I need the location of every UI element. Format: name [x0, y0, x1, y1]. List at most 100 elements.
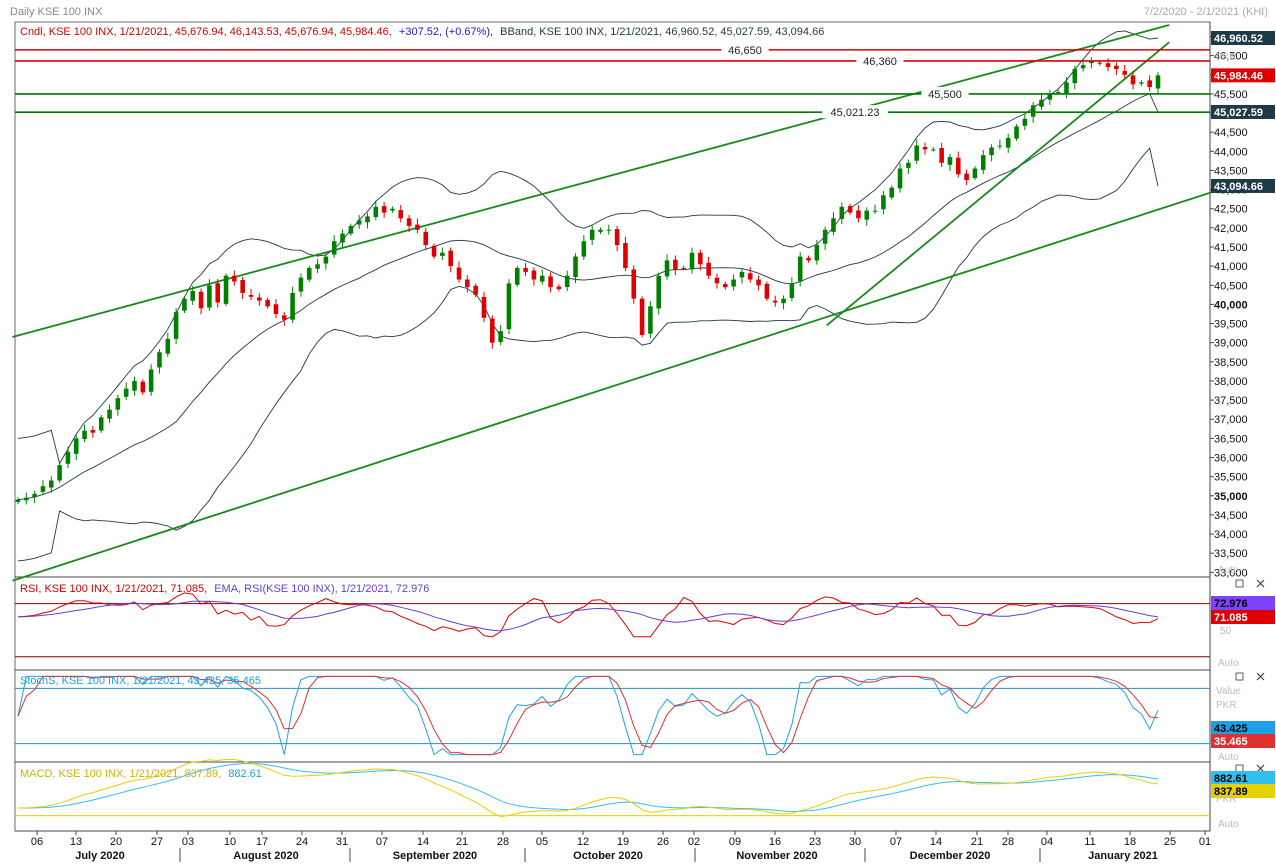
candle-body — [398, 210, 404, 219]
candle-body — [747, 273, 753, 280]
price-tag-label: 43,094.66 — [1214, 181, 1263, 193]
bband-info: BBand, KSE 100 INX, 1/21/2021, 46,960.52… — [500, 26, 824, 38]
horizontal-levels[interactable]: 46,650 46,360 45,500 45,021.23 — [15, 42, 1210, 119]
macd-tag-label: 837.89 — [1214, 786, 1248, 798]
stoch-tag-label: 43.425 — [1214, 723, 1248, 735]
candle-body — [107, 409, 112, 419]
candle-body — [1039, 99, 1044, 107]
candle-body — [448, 250, 453, 267]
rsi-tag-bg — [1211, 610, 1275, 624]
price-tick-label: 41,500 — [1214, 242, 1248, 254]
candle-body — [265, 299, 270, 307]
stoch-k-line — [17, 675, 1159, 756]
candle-body — [689, 252, 695, 270]
candle-body — [473, 285, 478, 295]
price-tick-label: 46,500 — [1214, 51, 1248, 63]
candle-info: Cndl, KSE 100 INX, 1/21/2021, 45,676.94,… — [20, 26, 392, 38]
macd-signal-line — [18, 762, 1159, 813]
macd-auto-button[interactable]: Auto — [1218, 819, 1239, 830]
price-auto-button[interactable]: Auto — [1218, 565, 1239, 576]
candle-body — [157, 352, 162, 368]
candle-body — [631, 269, 637, 299]
panel-close-icon — [1256, 764, 1265, 773]
legend-line: Cndl, KSE 100 INX, 1/21/2021, 45,676.94,… — [20, 26, 824, 38]
rsi-tag-bg — [1211, 596, 1275, 610]
bollinger-bands — [17, 30, 1159, 562]
day-tick-label: 09 — [729, 836, 741, 848]
candle-body — [281, 315, 287, 320]
candle-body — [839, 206, 845, 219]
price-tick-label: 40,000 — [1214, 299, 1248, 311]
candle-body — [814, 245, 820, 261]
bband-middle — [17, 93, 1159, 501]
price-tick-label: 38,000 — [1214, 376, 1248, 388]
day-tick-label: 16 — [769, 836, 781, 848]
stoch-d-line — [17, 675, 1159, 756]
day-tick-label: 28 — [1002, 836, 1014, 848]
macd-legend: MACD, KSE 100 INX, 1/21/2021, 837.89, 88… — [20, 768, 262, 780]
candle-body — [606, 229, 612, 231]
panel-restore-icon — [1235, 579, 1244, 588]
candle-body — [115, 398, 121, 410]
level-label: 46,650 — [728, 45, 762, 57]
price-tick-label: 34,500 — [1214, 510, 1248, 522]
trendlines[interactable] — [12, 24, 1221, 582]
month-label: January 2021 — [1088, 850, 1158, 862]
candle-body — [623, 243, 628, 269]
candle-body — [548, 276, 553, 288]
price-tick-label: 38,500 — [1214, 357, 1248, 369]
candle-body — [822, 229, 828, 244]
price-tick-label: 42,000 — [1214, 223, 1248, 235]
rsi-panel[interactable]: 72.976 71.085 — [15, 592, 1275, 658]
candle-body — [1147, 80, 1152, 88]
candle-body — [1005, 137, 1011, 148]
candle-body — [723, 284, 728, 288]
price-tick-label: 42,500 — [1214, 204, 1248, 216]
candle-body — [1080, 65, 1086, 69]
candle-body — [1097, 62, 1103, 64]
day-tick-label: 27 — [151, 836, 163, 848]
price-tag-label: 45,027.59 — [1214, 107, 1263, 119]
month-label: July 2020 — [75, 850, 125, 862]
candle-body — [706, 262, 711, 276]
candle-body — [573, 256, 578, 278]
price-tag-bg — [1211, 30, 1275, 45]
candle-body — [73, 438, 79, 454]
price-tag-bg — [1211, 178, 1275, 193]
candle-body — [1047, 93, 1053, 100]
time-axis[interactable]: 06 13 20 27 03 10 17 24 31 07 14 21 28 05 12 19 26 02 09 16… — [15, 830, 1211, 862]
stoch-tag-bg — [1211, 721, 1275, 735]
day-tick-label: 19 — [617, 836, 629, 848]
candle-body — [306, 268, 312, 280]
candlesticks — [15, 57, 1161, 505]
candle-body — [490, 318, 495, 343]
price-tick-label: 44,500 — [1214, 127, 1248, 139]
candle-body — [972, 168, 978, 178]
price-tick-label: 36,000 — [1214, 453, 1248, 465]
candle-body — [648, 306, 653, 334]
day-tick-label: 21 — [456, 836, 468, 848]
price-tick-label: 35,500 — [1214, 472, 1248, 484]
day-tick-label: 25 — [1164, 836, 1176, 848]
candle-body — [997, 145, 1003, 147]
candle-body — [598, 229, 603, 232]
day-tick-label: 31 — [336, 836, 348, 848]
price-tick-label: 34,000 — [1214, 529, 1248, 541]
day-tick-label: 05 — [536, 836, 548, 848]
rsi-auto-button[interactable]: Auto — [1218, 658, 1239, 669]
candle-body — [772, 300, 778, 303]
stoch-auto-button[interactable]: Auto — [1218, 752, 1239, 763]
candle-body — [614, 229, 620, 246]
candle-body — [315, 264, 320, 269]
candle-body — [240, 280, 245, 293]
level-label: 45,500 — [928, 89, 962, 101]
price-tick-label: 35,000 — [1214, 491, 1248, 503]
candle-body — [1114, 65, 1119, 70]
macd-line — [17, 758, 1159, 818]
stoch-unit-label: PKR — [1216, 700, 1237, 711]
day-tick-label: 26 — [657, 836, 669, 848]
day-tick-label: 24 — [296, 836, 308, 848]
